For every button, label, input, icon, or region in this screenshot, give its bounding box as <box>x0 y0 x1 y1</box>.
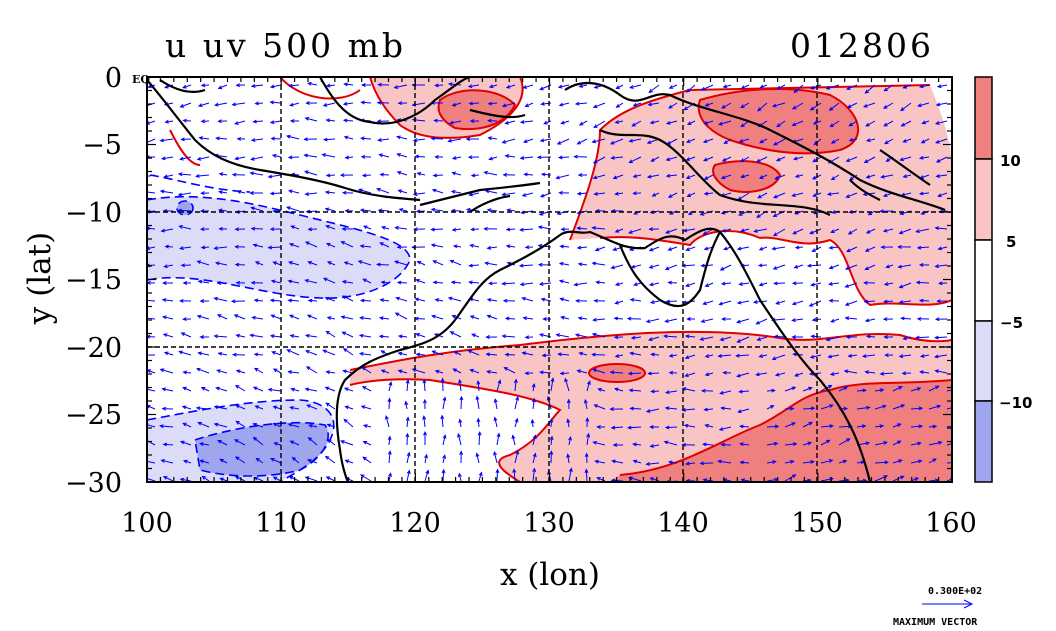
date-stamp: 012806 <box>790 26 934 65</box>
y-tick-label: −30 <box>65 468 122 499</box>
max-vector-caption: MAXIMUM VECTOR <box>893 617 978 628</box>
y-tick-label: −25 <box>65 400 122 431</box>
colorbar-swatch <box>974 320 993 402</box>
y-tick-label: −15 <box>65 265 122 296</box>
positive-region-northeast <box>570 85 952 305</box>
grid-lines <box>147 77 952 482</box>
max-vector-legend: 0.300E+02 MAXIMUM VECTOR <box>893 586 982 628</box>
plot-title: u uv 500 mb <box>165 26 407 65</box>
coastlines <box>147 77 946 482</box>
colorbar: 10 5 −5 −10 <box>974 76 1032 483</box>
y-tick-label: −10 <box>65 198 122 229</box>
colorbar-label: 5 <box>1006 233 1016 251</box>
strong-negative-region <box>195 422 329 476</box>
x-tick-label: 100 <box>121 508 173 539</box>
max-vector-value: 0.300E+02 <box>928 586 982 597</box>
eq-label: EQ <box>132 73 150 86</box>
y-axis-title: y (lat) <box>22 232 58 325</box>
x-tick-labels: 100 110 120 130 140 150 160 <box>121 508 977 539</box>
x-axis-title: x (lon) <box>500 557 600 593</box>
minor-ticks <box>146 76 953 483</box>
colorbar-label: 10 <box>1000 152 1021 170</box>
colorbar-swatch <box>974 158 993 241</box>
x-tick-label: 120 <box>389 508 441 539</box>
x-tick-label: 150 <box>791 508 843 539</box>
x-tick-label: 130 <box>523 508 575 539</box>
x-tick-label: 140 <box>657 508 709 539</box>
colorbar-swatch <box>974 76 993 160</box>
colorbar-label: −10 <box>999 394 1032 412</box>
x-tick-label: 160 <box>925 508 977 539</box>
colorbar-swatch <box>974 400 993 483</box>
colorbar-swatch <box>974 239 993 322</box>
plot-area <box>147 77 952 482</box>
y-tick-label: −20 <box>65 333 122 364</box>
strong-positive-region-png <box>713 161 780 192</box>
wind-vectors <box>147 81 952 482</box>
y-tick-labels: 0 −5 −10 −15 −20 −25 −30 <box>65 63 122 499</box>
y-tick-label: 0 <box>105 63 122 94</box>
colorbar-label: −5 <box>1000 314 1023 332</box>
strong-positive-region-south <box>610 380 952 482</box>
x-tick-label: 110 <box>255 508 307 539</box>
y-tick-label: −5 <box>82 130 122 161</box>
